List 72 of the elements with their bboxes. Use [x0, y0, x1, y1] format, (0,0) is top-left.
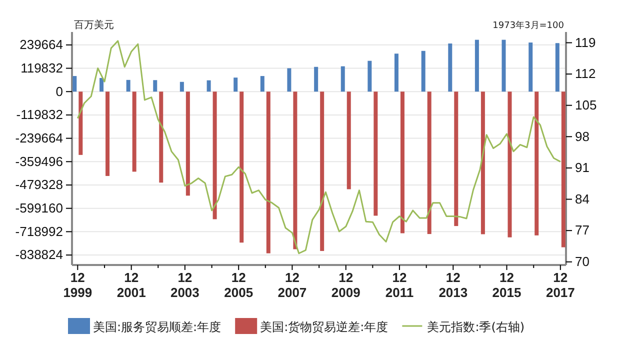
bar — [206, 80, 211, 92]
y-tick-label: 0 — [56, 84, 63, 99]
y2-tick-label: 112 — [575, 66, 596, 82]
y-tick-label: -718992 — [15, 224, 63, 239]
x-tick-label: 12 2009 — [331, 270, 360, 300]
legend-label: 美国:服务贸易顺差:年度 — [93, 320, 222, 334]
line-series — [76, 40, 562, 254]
bar — [320, 92, 324, 251]
bar — [186, 92, 190, 196]
bar — [293, 92, 298, 250]
y-tick-label: -239664 — [15, 130, 63, 146]
bar — [480, 92, 485, 234]
bar — [555, 43, 560, 92]
bar — [340, 66, 345, 92]
x-tick-label: 12 2001 — [116, 270, 146, 300]
y-tick-label: -838824 — [15, 247, 63, 262]
y-tick-label: -359496 — [15, 154, 63, 169]
y2-tick-label: 105 — [575, 98, 597, 113]
x-tick-label: 12 2015 — [492, 270, 522, 300]
y2-tick-label: 119 — [575, 34, 596, 50]
bar — [427, 92, 432, 234]
bar — [78, 92, 83, 155]
bar — [534, 92, 539, 236]
y2-axis-title: 1973年3月=100 — [492, 20, 564, 31]
x-tick-label: 12 1999 — [63, 270, 92, 300]
bar — [561, 92, 566, 248]
bar — [448, 43, 452, 92]
bar — [260, 76, 264, 92]
bar — [212, 92, 217, 220]
bar — [132, 92, 136, 172]
x-tick-label: 12 2011 — [385, 270, 414, 300]
bar — [454, 92, 458, 226]
bar — [72, 76, 77, 92]
bar — [508, 92, 512, 238]
x-tick-label: 12 2007 — [278, 270, 307, 300]
y2-tick-label: 91 — [575, 160, 590, 176]
bar — [159, 92, 164, 183]
bar — [374, 92, 378, 216]
bar — [400, 92, 404, 234]
y2-tick-label: 84 — [575, 191, 590, 206]
bar — [126, 80, 130, 92]
bar — [421, 50, 426, 92]
legend-label: 美国:货物贸易逆差:年度 — [260, 320, 388, 334]
bar — [474, 40, 479, 92]
x-tick-label: 12 2013 — [438, 270, 468, 300]
bar — [287, 68, 292, 92]
bar — [153, 80, 158, 92]
y2-tick-label: 77 — [575, 222, 590, 238]
bar — [346, 92, 351, 190]
y2-tick-label: 70 — [575, 254, 590, 270]
bar — [528, 42, 533, 92]
bar — [394, 54, 398, 92]
x-tick-label: 12 2017 — [546, 270, 575, 300]
bar — [180, 82, 184, 92]
y-tick-label: -599160 — [15, 200, 63, 216]
x-tick-label: 12 2005 — [224, 270, 254, 300]
y-tick-label: 119832 — [20, 60, 63, 76]
y-tick-label: 239664 — [20, 37, 63, 52]
y2-tick-label: 98 — [575, 128, 590, 144]
y-axis-title: 百万美元 — [74, 19, 114, 31]
x-tick-label: 12 2003 — [170, 270, 200, 300]
bar — [106, 92, 110, 176]
bar — [502, 40, 506, 92]
bar — [100, 78, 104, 92]
y-tick-label: -479328 — [15, 177, 63, 192]
bar — [234, 78, 238, 92]
bar — [314, 66, 318, 92]
bar — [368, 60, 372, 92]
legend-label: 美元指数:季(右轴) — [427, 320, 525, 334]
bar — [266, 92, 270, 254]
bar — [240, 92, 244, 243]
y-tick-label: -119832 — [16, 107, 63, 122]
